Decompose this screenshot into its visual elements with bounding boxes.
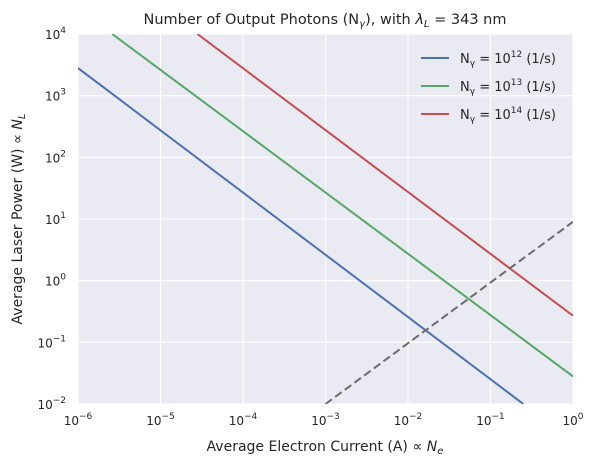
- legend-entry: Nγ = 1014 (1/s): [460, 106, 556, 125]
- x-tick-label: 10−3: [311, 412, 340, 428]
- y-tick-label: 100: [45, 273, 66, 289]
- x-tick-label: 10−2: [394, 412, 423, 428]
- y-tick-label: 101: [45, 211, 66, 227]
- x-tick-labels: 10−6 10−5 10−4 10−3 10−2 10−1 100: [64, 412, 584, 428]
- x-tick-label: 10−6: [64, 412, 93, 428]
- series-line-1: [78, 67, 524, 404]
- x-tick-label: 10−5: [146, 412, 175, 428]
- x-tick-label: 10−4: [229, 412, 258, 428]
- series-line-2: [111, 34, 573, 378]
- y-tick-label: 102: [45, 149, 66, 165]
- y-tick-label: 10−2: [37, 396, 66, 412]
- x-axis-label: Average Electron Current (A) ∝ Ne: [207, 439, 444, 457]
- grid: [77, 33, 574, 405]
- x-tick-label: 100: [562, 412, 583, 428]
- x-tick-label: 10−1: [476, 412, 505, 428]
- y-axis-label: Average Laser Power (W) ∝ NL: [10, 114, 28, 325]
- chart-title: Number of Output Photons (Nγ), with λL =…: [144, 12, 507, 30]
- legend-entry: Nγ = 1013 (1/s): [460, 78, 556, 97]
- y-tick-label: 104: [45, 26, 66, 42]
- legend-entry: Nγ = 1012 (1/s): [460, 50, 556, 69]
- series-lines: [78, 34, 573, 404]
- y-tick-label: 10−1: [37, 334, 66, 350]
- dashed-reference-line: [324, 221, 573, 404]
- y-tick-labels: 10−2 10−1 100 101 102 103 104: [37, 26, 66, 412]
- y-tick-label: 103: [45, 88, 66, 104]
- legend: Nγ = 1012 (1/s) Nγ = 1013 (1/s) Nγ = 1014 …: [421, 50, 556, 125]
